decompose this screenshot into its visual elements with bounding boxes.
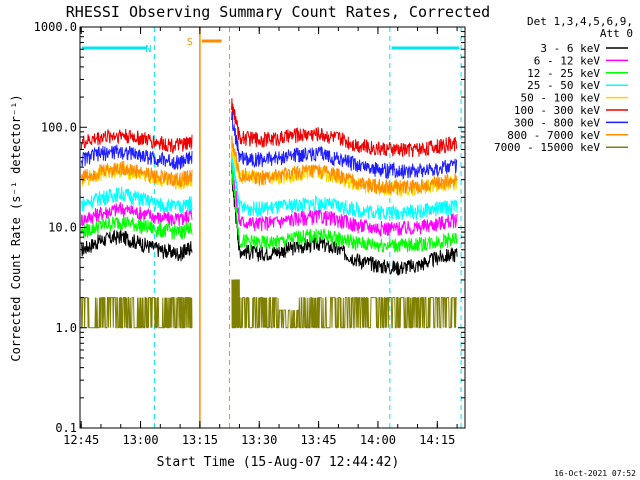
x-tick-label: 14:15 bbox=[419, 433, 455, 447]
series-800to7000keV bbox=[80, 135, 458, 196]
marker-label: S bbox=[187, 37, 193, 48]
x-tick-label: 13:15 bbox=[182, 433, 218, 447]
legend-header: Det 1,3,4,5,6,9, Att 0 bbox=[527, 15, 633, 40]
series-line bbox=[80, 135, 458, 196]
series-300to800keV bbox=[80, 110, 458, 180]
legend-entry: 800 - 7000 keV bbox=[507, 129, 628, 142]
legend-entry: 12 - 25 keV bbox=[527, 67, 628, 80]
series-12to25keV bbox=[80, 163, 458, 253]
timestamp: 16-Oct-2021 07:52 bbox=[554, 469, 636, 478]
series-line bbox=[80, 167, 458, 276]
legend-entry: 3 - 6 keV bbox=[540, 42, 628, 55]
series-line bbox=[80, 163, 458, 253]
x-axis-label: Start Time (15-Aug-07 12:44:42) bbox=[157, 455, 400, 470]
x-tick-label: 13:45 bbox=[301, 433, 337, 447]
y-tick-label: 1.0 bbox=[55, 321, 77, 335]
series-6to12keV bbox=[80, 160, 458, 238]
y-tick-label: 0.1 bbox=[55, 421, 77, 435]
series-line bbox=[80, 151, 458, 221]
x-tick-label: 12:45 bbox=[63, 433, 99, 447]
legend-entry: 7000 - 15000 keV bbox=[494, 141, 628, 154]
legend-header-line-1: Det 1,3,4,5,6,9, bbox=[527, 15, 633, 28]
series-100to300keV bbox=[80, 98, 458, 158]
legend-entry: 100 - 300 keV bbox=[514, 104, 628, 117]
y-tick-label: 1000.0 bbox=[34, 20, 77, 34]
legend-entry: 50 - 100 keV bbox=[521, 92, 628, 105]
legend-label: 12 - 25 keV bbox=[527, 67, 600, 80]
y-tick-label: 100.0 bbox=[41, 120, 77, 134]
legend-label: 300 - 800 keV bbox=[514, 116, 600, 129]
marker-saa-1: S bbox=[187, 27, 231, 428]
x-tick-label: 13:00 bbox=[122, 433, 158, 447]
series-7000to15000keV bbox=[80, 279, 458, 329]
legend-entry: 300 - 800 keV bbox=[514, 116, 628, 129]
series-3to6keV bbox=[80, 167, 458, 276]
legend-label: 800 - 7000 keV bbox=[507, 129, 600, 142]
legend-header-line-2: Att 0 bbox=[600, 27, 633, 40]
marker-label: N bbox=[145, 44, 151, 55]
y-axis-label: Corrected Count Rate (s⁻¹ detector⁻¹) bbox=[9, 94, 23, 361]
x-tick-label: 13:30 bbox=[241, 433, 277, 447]
plot-area: NS bbox=[79, 27, 462, 428]
series-25to50keV bbox=[80, 151, 458, 221]
legend-label: 7000 - 15000 keV bbox=[494, 141, 600, 154]
legend-label: 6 - 12 keV bbox=[534, 54, 601, 67]
x-tick-label: 14:00 bbox=[360, 433, 396, 447]
legend-label: 50 - 100 keV bbox=[521, 92, 601, 105]
series-line bbox=[80, 160, 458, 238]
axes: 0.1 1.0 10.0 100.0 1000.0 12:45 13:00 13:15 13:3… bbox=[34, 20, 465, 447]
series-line bbox=[80, 98, 458, 158]
series-line bbox=[80, 110, 458, 180]
chart-title: RHESSI Observing Summary Count Rates, Co… bbox=[66, 3, 490, 21]
legend-label: 25 - 50 keV bbox=[527, 79, 600, 92]
y-tick-label: 10.0 bbox=[48, 221, 77, 235]
legend-label: 3 - 6 keV bbox=[540, 42, 600, 55]
series-line bbox=[80, 279, 458, 329]
legend-label: 100 - 300 keV bbox=[514, 104, 600, 117]
legend-entry: 25 - 50 keV bbox=[527, 79, 628, 92]
legend-entry: 6 - 12 keV bbox=[534, 54, 628, 67]
